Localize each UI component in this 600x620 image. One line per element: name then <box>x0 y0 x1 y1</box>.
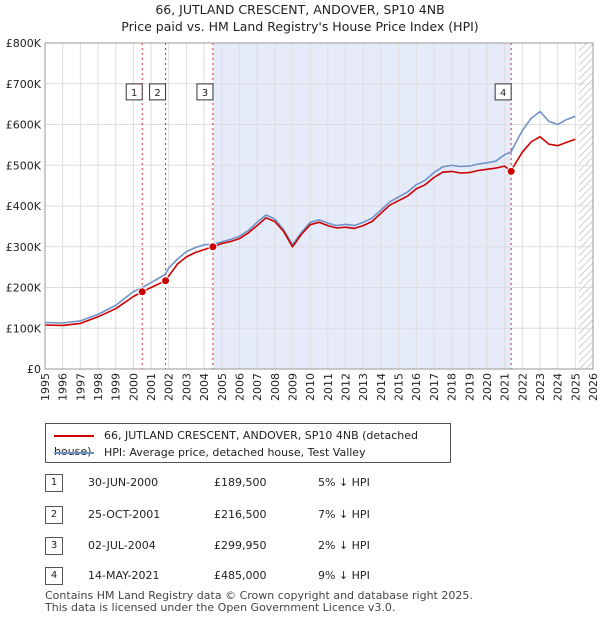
x-tick-label: 2001 <box>145 373 158 401</box>
y-tick-label: £600K <box>6 119 42 132</box>
sale-marker-box <box>196 83 214 101</box>
plot-frame <box>44 42 594 370</box>
x-tick-label: 1998 <box>92 373 105 401</box>
sale-marker-label: 3 <box>202 88 208 99</box>
transaction-row: 3 02-JUL-2004 £299,950 2% ↓ HPI <box>0 537 600 557</box>
hpi-line <box>44 110 576 324</box>
y-tick-label: £500K <box>6 159 42 172</box>
price-chart: 1 2 3 4 £0 £100K £200K £300K £400K £500K £600K £70… <box>6 37 600 401</box>
sale-marker-box <box>149 83 167 101</box>
y-tick-label: £800K <box>6 37 42 50</box>
x-tick-label: 1995 <box>39 373 52 401</box>
sale-marker-label: 1 <box>131 88 137 99</box>
x-tick-label: 2010 <box>304 373 317 401</box>
x-tick-label: 2012 <box>340 373 353 401</box>
x-tick-label: 2005 <box>216 373 229 401</box>
x-tick-label: 2011 <box>322 373 335 401</box>
x-tick-label: 2002 <box>163 373 176 401</box>
chart-title-address: 66, JUTLAND CRESCENT, ANDOVER, SP10 4NB <box>155 2 445 17</box>
legend-label-hpi: HPI: Average price, detached house, Test… <box>104 446 366 459</box>
x-tick-label: 2021 <box>499 373 512 401</box>
transaction-row: 4 14-MAY-2021 £485,000 9% ↓ HPI <box>0 567 600 587</box>
y-tick-label: £700K <box>6 78 42 91</box>
chart-title-subtitle: Price paid vs. HM Land Registry's House … <box>121 19 479 34</box>
x-tick-label: 2017 <box>428 373 441 401</box>
transaction-row: 2 25-OCT-2001 £216,500 7% ↓ HPI <box>0 506 600 526</box>
transaction-price: £216,500 <box>214 508 267 521</box>
y-tick-label: £0 <box>27 363 41 376</box>
transaction-price: £485,000 <box>214 569 267 582</box>
transaction-price: £299,950 <box>214 539 267 552</box>
transaction-number-badge: 2 <box>45 506 63 524</box>
x-tick-label: 2022 <box>516 373 529 401</box>
y-tick-label: £200K <box>6 282 42 295</box>
transaction-date: 14-MAY-2021 <box>88 569 160 582</box>
transaction-number-badge: 4 <box>45 567 63 585</box>
transaction-price: £189,500 <box>214 476 267 489</box>
sale-point <box>506 166 516 176</box>
blue-line-swatch <box>54 452 94 454</box>
x-tick-label: 2024 <box>552 373 565 401</box>
legend-item-property: 66, JUTLAND CRESCENT, ANDOVER, SP10 4NB … <box>54 428 450 458</box>
footer-attribution: Contains HM Land Registry data © Crown c… <box>45 590 473 614</box>
x-tick-label: 1997 <box>74 373 87 401</box>
x-tick-label: 2025 <box>569 373 582 401</box>
x-tick-label: 2015 <box>393 373 406 401</box>
transaction-row: 1 30-JUN-2000 £189,500 5% ↓ HPI <box>0 474 600 494</box>
x-tick-label: 2018 <box>446 373 459 401</box>
transaction-hpi-diff: 5% ↓ HPI <box>318 476 370 489</box>
transaction-date: 30-JUN-2000 <box>88 476 159 489</box>
x-tick-label: 1999 <box>110 373 123 401</box>
property-price-line <box>44 135 576 327</box>
transaction-date: 02-JUL-2004 <box>88 539 156 552</box>
x-tick-label: 2009 <box>286 373 299 401</box>
sale-point <box>137 287 147 297</box>
footer-copyright: Contains HM Land Registry data © Crown c… <box>45 589 473 602</box>
transaction-number-badge: 3 <box>45 537 63 555</box>
x-tick-label: 2006 <box>233 373 246 401</box>
transaction-hpi-diff: 9% ↓ HPI <box>318 569 370 582</box>
sale-point <box>161 276 171 286</box>
x-tick-label: 1996 <box>57 373 70 401</box>
x-tick-label: 2016 <box>410 373 423 401</box>
transaction-hpi-diff: 7% ↓ HPI <box>318 508 370 521</box>
transaction-date: 25-OCT-2001 <box>88 508 161 521</box>
y-tick-label: £300K <box>6 241 42 254</box>
x-tick-label: 2007 <box>251 373 264 401</box>
red-line-swatch <box>54 435 94 437</box>
x-tick-label: 2023 <box>534 373 547 401</box>
y-tick-label: £400K <box>6 200 42 213</box>
x-tick-label: 2026 <box>587 373 600 401</box>
y-tick-label: £100K <box>6 322 42 335</box>
x-tick-label: 2003 <box>180 373 193 401</box>
x-tick-label: 2004 <box>198 373 211 401</box>
sale-marker-box <box>494 83 512 101</box>
x-tick-label: 2013 <box>357 373 370 401</box>
x-tick-label: 2020 <box>481 373 494 401</box>
sale-marker-label: 4 <box>500 88 506 99</box>
footer-licence: This data is licensed under the Open Gov… <box>45 601 396 614</box>
x-tick-label: 2000 <box>127 373 140 401</box>
x-tick-label: 2014 <box>375 373 388 401</box>
sale-point <box>208 242 218 252</box>
x-tick-label: 2008 <box>269 373 282 401</box>
transaction-number-badge: 1 <box>45 474 63 492</box>
sale-marker-box <box>125 83 143 101</box>
legend-label-property: 66, JUTLAND CRESCENT, ANDOVER, SP10 4NB … <box>54 429 418 458</box>
sale-marker-label: 2 <box>154 88 160 99</box>
x-tick-label: 2019 <box>463 373 476 401</box>
chart-legend: 66, JUTLAND CRESCENT, ANDOVER, SP10 4NB … <box>45 423 451 463</box>
transaction-hpi-diff: 2% ↓ HPI <box>318 539 370 552</box>
legend-item-hpi: HPI: Average price, detached house, Test… <box>54 445 366 461</box>
